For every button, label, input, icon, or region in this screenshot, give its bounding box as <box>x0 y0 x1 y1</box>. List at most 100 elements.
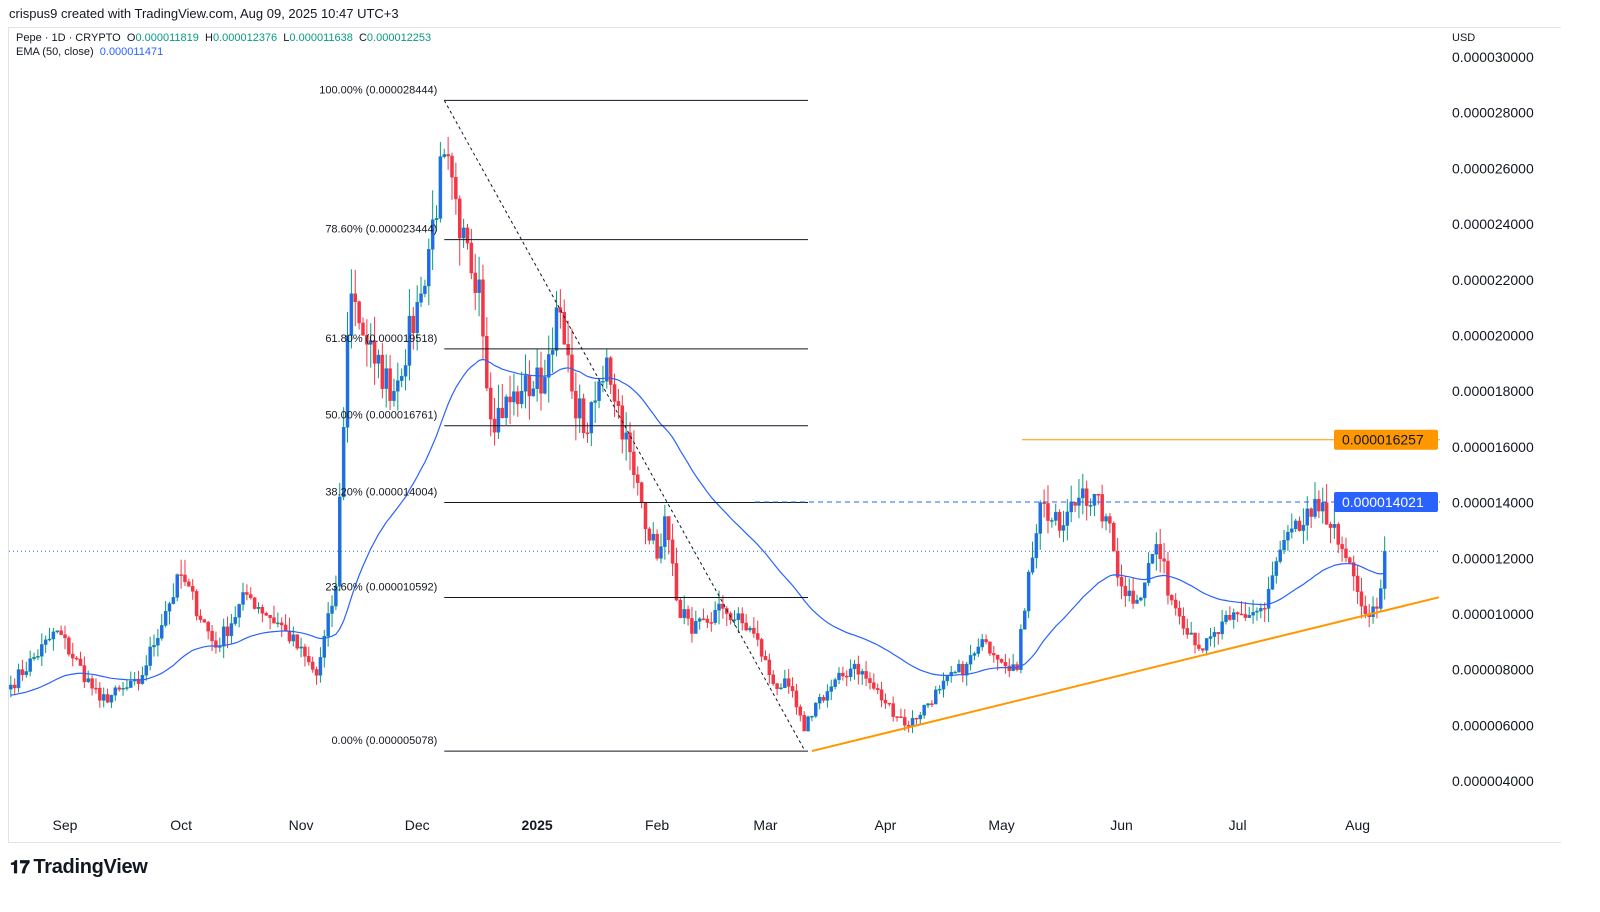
candle-down <box>260 607 265 614</box>
candle-up <box>221 626 226 647</box>
candle-down <box>639 482 644 503</box>
candle-up <box>241 592 245 605</box>
candle-up <box>345 335 350 428</box>
candle-up <box>156 637 160 646</box>
ascending-trendline <box>811 596 1440 753</box>
candle-up <box>291 634 296 642</box>
candle-up <box>1224 615 1228 623</box>
candle-down <box>249 594 253 599</box>
candle-up <box>972 653 977 656</box>
candle-up <box>1274 561 1279 576</box>
candle-down <box>314 669 319 676</box>
candle-down <box>94 687 98 690</box>
candle-up <box>957 663 961 673</box>
candle-down <box>670 539 675 564</box>
candle-down <box>283 624 288 631</box>
candle-down <box>1108 516 1112 524</box>
candle-down <box>67 637 71 655</box>
candle-down <box>202 619 207 623</box>
candle-up <box>43 639 48 645</box>
y-tick-label: 0.000016000 <box>1452 439 1534 455</box>
candle-down <box>1317 498 1321 512</box>
low-label: L <box>283 32 290 44</box>
candle-down <box>1166 560 1170 596</box>
candle-down <box>295 634 299 649</box>
ema-value: 0.000011471 <box>99 46 164 58</box>
candle-down <box>450 155 454 178</box>
candle-up <box>415 301 419 334</box>
x-tick-label: Jun <box>1110 817 1133 833</box>
candle-down <box>1193 632 1197 646</box>
candle-up <box>663 516 667 547</box>
candle-down <box>914 717 919 720</box>
candle-up <box>1088 505 1093 507</box>
candle-down <box>856 663 861 675</box>
fib-level-label: 50.00% (0.000016761) <box>325 410 437 422</box>
candle-up <box>125 687 129 689</box>
candle-up <box>36 655 40 658</box>
candle-up <box>1065 511 1070 526</box>
candle-down <box>763 656 768 661</box>
candle-down <box>488 387 493 420</box>
candle-up <box>1259 608 1263 612</box>
candle-up <box>1038 502 1042 534</box>
candle-up <box>423 285 427 294</box>
candle-down <box>844 675 849 678</box>
candle-up <box>477 279 481 293</box>
candle-down <box>214 640 218 648</box>
candle-up <box>1127 590 1131 597</box>
candle-down <box>1197 644 1201 649</box>
candle-up <box>430 219 435 250</box>
candle-down <box>365 334 369 345</box>
y-tick-label: 0.000022000 <box>1452 272 1534 288</box>
candle-up <box>1104 516 1108 522</box>
symbol-label[interactable]: Pepe · 1D · CRYPTO <box>16 32 121 44</box>
candle-down <box>872 682 876 689</box>
currency-label[interactable]: USD <box>1452 32 1476 44</box>
candle-up <box>504 396 508 418</box>
candle-up <box>121 688 125 690</box>
candle-down <box>206 621 210 632</box>
candle-down <box>906 724 911 727</box>
candle-down <box>59 630 63 635</box>
chart-legend: Pepe · 1D · CRYPTO O0.000011819 H0.00001… <box>16 31 431 59</box>
ema-label[interactable]: EMA (50, close) <box>16 46 94 58</box>
candle-up <box>922 704 926 716</box>
candle-down <box>380 354 385 389</box>
ema-line <box>10 358 1385 696</box>
close-label: C <box>358 32 367 44</box>
y-tick-label: 0.000006000 <box>1452 717 1534 733</box>
tradingview-logo[interactable]: 𝟏𝟕 TradingView <box>10 856 148 879</box>
y-tick-label: 0.000028000 <box>1452 105 1534 121</box>
y-tick-label: 0.000004000 <box>1452 773 1534 789</box>
candle-up <box>852 663 857 670</box>
candle-up <box>694 621 698 634</box>
candle-up <box>968 655 973 665</box>
candle-up <box>806 716 810 732</box>
candle-up <box>976 646 981 654</box>
ema-row: EMA (50, close) 0.000011471 <box>16 45 431 59</box>
support-price-badge <box>1334 492 1438 513</box>
candle-down <box>616 401 621 406</box>
candle-up <box>1081 488 1085 499</box>
candle-down <box>802 715 806 732</box>
candle-down <box>198 615 203 620</box>
candle-up <box>1212 632 1217 637</box>
candle-up <box>1266 588 1271 609</box>
candle-down <box>930 703 934 705</box>
candle-down <box>798 706 803 716</box>
candle-down <box>636 474 640 483</box>
candle-down <box>1328 523 1333 528</box>
candle-up <box>299 646 303 649</box>
candle-down <box>643 502 648 530</box>
candle-down <box>999 659 1004 663</box>
candle-up <box>434 218 439 221</box>
candle-up <box>396 380 400 392</box>
y-tick-label: 0.000024000 <box>1452 216 1534 232</box>
candle-down <box>105 694 110 703</box>
candle-up <box>1204 638 1209 651</box>
candles <box>9 136 1387 734</box>
candle-up <box>40 644 44 657</box>
candle-down <box>98 687 102 701</box>
